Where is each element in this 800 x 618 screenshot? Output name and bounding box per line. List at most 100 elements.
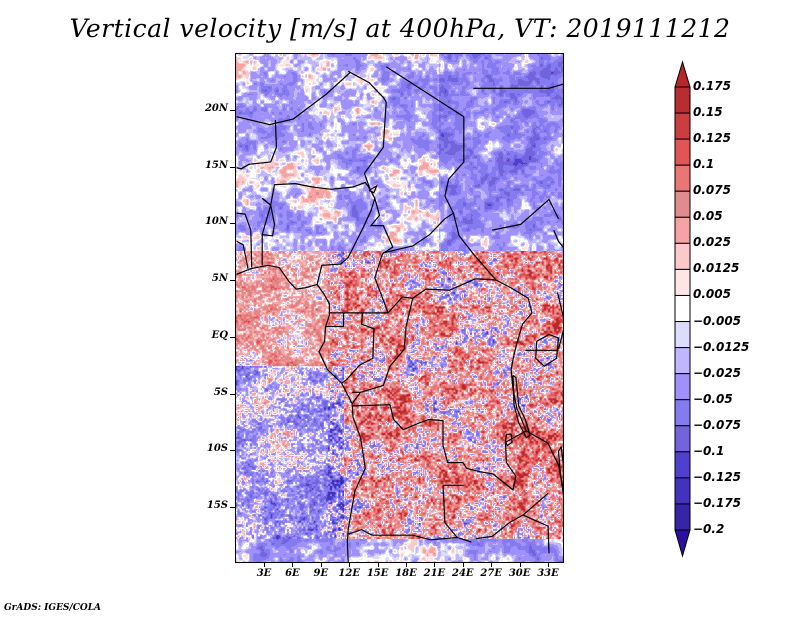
- country-border-line: [325, 312, 345, 328]
- country-border-line: [492, 198, 560, 231]
- lon-tick-label: 6E: [285, 568, 300, 579]
- colorbar-label: −0.005: [693, 313, 742, 328]
- lon-tick-mark: [320, 563, 322, 567]
- colorbar-label: 0.125: [693, 131, 731, 146]
- country-border-line: [473, 83, 563, 89]
- colorbar-swatch: [674, 268, 691, 296]
- lon-tick-mark: [349, 563, 351, 567]
- colorbar-swatch: [674, 190, 691, 218]
- grads-credit: GrADS: IGES/COLA: [4, 603, 102, 613]
- colorbar-swatch: [674, 294, 691, 323]
- country-border-line: [383, 212, 454, 254]
- colorbar-swatch: [674, 86, 691, 114]
- colorbar-label: 0.1: [693, 157, 715, 172]
- colorbar-label: 0.05: [693, 209, 723, 224]
- country-border-line: [352, 404, 527, 491]
- lon-tick-label: 27E: [480, 568, 502, 579]
- country-border-line: [369, 198, 394, 314]
- lon-tick-label: 24E: [452, 568, 474, 579]
- colorbar-label: 0.005: [693, 287, 731, 302]
- colorbar-label: −0.2: [693, 522, 725, 536]
- country-border-line: [547, 443, 563, 527]
- lon-tick-mark: [292, 563, 294, 567]
- colorbar-min-arrow: [674, 529, 691, 558]
- country-border-line: [236, 264, 366, 562]
- lon-tick-label: 12E: [338, 568, 360, 579]
- lon-tick-mark: [377, 563, 379, 567]
- country-border-line: [261, 197, 272, 266]
- lon-tick-label: 30E: [508, 568, 531, 579]
- colorbar-label: 0.0125: [693, 261, 740, 276]
- country-border-line: [351, 298, 414, 404]
- lat-tick-mark: [230, 223, 235, 225]
- colorbar-swatch: [674, 164, 691, 192]
- lake-outline: [368, 184, 378, 194]
- country-border-line: [348, 70, 387, 103]
- colorbar-swatch: [674, 242, 691, 270]
- country-border-line: [387, 278, 497, 314]
- colorbar-label: 0.15: [693, 105, 723, 120]
- country-border-line: [261, 181, 371, 207]
- lat-tick-label: 10S: [206, 443, 228, 455]
- colorbar: [674, 60, 691, 558]
- country-border-line: [262, 204, 276, 237]
- lake-outline: [512, 374, 531, 439]
- country-border-line: [556, 292, 563, 350]
- lat-tick-mark: [230, 450, 235, 452]
- colorbar-label: −0.075: [693, 417, 742, 432]
- colorbar-swatch: [674, 399, 691, 427]
- country-border-line: [236, 212, 253, 268]
- lake-outline: [557, 446, 563, 496]
- colorbar-label: 0.075: [693, 183, 731, 198]
- lon-tick-label: 21E: [423, 568, 446, 579]
- colorbar-swatch: [674, 477, 691, 505]
- lon-tick-label: 18E: [395, 568, 417, 579]
- country-border-line: [274, 120, 277, 148]
- country-borders: [236, 66, 563, 562]
- colorbar-label: 0.175: [693, 79, 731, 93]
- colorbar-max-arrow: [674, 60, 691, 88]
- country-border-line: [522, 514, 550, 554]
- lat-tick-mark: [230, 393, 235, 395]
- lat-tick-mark: [230, 166, 235, 168]
- country-border-line: [495, 279, 533, 432]
- lat-tick-label: 15S: [206, 500, 228, 511]
- country-border-line: [553, 229, 563, 248]
- country-border-line: [363, 101, 387, 190]
- lake-outline: [504, 433, 513, 447]
- country-border-line: [341, 312, 375, 384]
- lake-outline: [535, 333, 560, 367]
- lon-tick-mark: [519, 563, 521, 567]
- colorbar-swatch: [674, 425, 691, 453]
- lon-tick-mark: [406, 563, 407, 567]
- country-border-line: [442, 485, 458, 538]
- colorbar-label: −0.1: [693, 443, 725, 458]
- lat-tick-label: 20N: [204, 103, 228, 114]
- lon-tick-label: 3E: [256, 568, 272, 579]
- vertical-velocity-field: [236, 54, 563, 562]
- lon-tick-mark: [264, 563, 265, 567]
- lon-tick-label: 33E: [537, 568, 559, 579]
- colorbar-label: −0.125: [693, 469, 742, 484]
- country-border-line: [236, 147, 277, 170]
- lat-tick-label: 5N: [211, 273, 228, 285]
- country-border-line: [348, 528, 472, 543]
- lon-tick-mark: [491, 563, 493, 567]
- lat-tick-mark: [230, 110, 235, 111]
- country-border-line: [236, 71, 351, 126]
- colorbar-swatch: [674, 503, 691, 531]
- map-plot-area: [235, 53, 564, 563]
- colorbar-label: 0.025: [693, 235, 731, 250]
- lon-tick-mark: [548, 563, 549, 567]
- lon-tick-label: 15E: [366, 568, 389, 579]
- lat-tick-mark: [230, 507, 235, 508]
- colorbar-swatch: [674, 321, 691, 349]
- colorbar-swatch: [674, 138, 691, 166]
- colorbar-swatch: [674, 112, 691, 140]
- lat-tick-label: 5S: [213, 386, 228, 398]
- lon-tick-label: 9E: [313, 568, 329, 579]
- lat-tick-mark: [230, 280, 235, 282]
- colorbar-label: −0.175: [693, 495, 742, 510]
- lat-tick-label: 10N: [204, 216, 228, 228]
- lon-tick-mark: [462, 563, 464, 567]
